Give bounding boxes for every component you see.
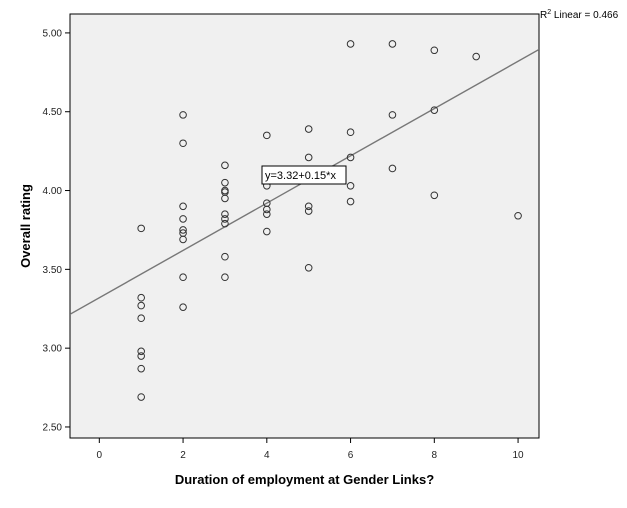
data-point — [263, 205, 271, 214]
x-tick-label: 0 — [97, 450, 103, 461]
data-point — [263, 131, 271, 140]
data-point — [304, 263, 313, 272]
data-point — [388, 164, 397, 173]
data-point — [137, 224, 145, 233]
data-point — [179, 111, 187, 119]
data-point — [137, 314, 145, 323]
data-point — [221, 215, 229, 223]
x-tick-label: 8 — [432, 450, 438, 461]
x-tick-label: 4 — [264, 450, 270, 461]
data-point — [179, 202, 187, 211]
data-point — [346, 182, 355, 190]
data-point — [137, 352, 145, 360]
data-point — [346, 40, 355, 48]
data-point — [137, 347, 145, 356]
r-squared-label: R2 Linear = 0.466 — [540, 9, 619, 21]
data-point — [304, 207, 313, 215]
data-point — [179, 139, 187, 148]
fit-equation: y=3.32+0.15*x — [261, 165, 347, 185]
y-tick-label: 4.50 — [43, 107, 63, 118]
data-point — [346, 128, 355, 137]
y-tick-label: 2.50 — [43, 422, 63, 433]
data-point — [221, 178, 229, 187]
data-point — [221, 194, 229, 203]
y-tick-label: 4.00 — [43, 186, 63, 197]
y-tick-label: 5.00 — [43, 28, 63, 39]
plot-area — [69, 13, 540, 439]
data-point — [179, 235, 187, 244]
data-point — [388, 111, 397, 119]
data-point — [263, 210, 271, 218]
data-point — [346, 153, 355, 162]
data-point — [304, 125, 313, 133]
axis-ticks: 0 2 4 6 8 10 2.50 3.00 3.50 4.00 4.50 5.00 — [43, 28, 525, 461]
data-point — [137, 293, 145, 302]
data-point — [430, 46, 439, 55]
data-point — [137, 364, 145, 373]
y-tick-label: 3.00 — [43, 344, 63, 355]
x-tick-label: 10 — [513, 450, 525, 461]
data-point — [221, 252, 229, 261]
data-point — [472, 52, 480, 61]
data-point — [263, 227, 271, 236]
data-point — [179, 303, 187, 311]
y-tick-label: 3.50 — [43, 265, 63, 276]
data-point — [304, 202, 313, 211]
data-point — [430, 191, 439, 200]
data-point — [137, 393, 145, 401]
data-point — [179, 215, 187, 223]
data-point — [179, 226, 187, 234]
data-point — [221, 161, 229, 170]
data-point — [346, 197, 355, 206]
data-point — [304, 153, 313, 162]
data-point — [179, 273, 187, 282]
x-axis-title: Duration of employment at Gender Links? — [175, 472, 434, 487]
y-axis-title: Overall rating — [18, 184, 33, 268]
fit-equation-box — [261, 165, 347, 185]
x-tick-label: 2 — [180, 450, 186, 461]
data-point — [514, 211, 522, 220]
data-point — [137, 301, 145, 310]
data-point — [221, 219, 229, 228]
data-point — [388, 40, 397, 48]
x-tick-label: 6 — [348, 450, 354, 461]
data-point — [221, 273, 229, 282]
data-point — [430, 106, 439, 114]
data-point — [221, 210, 229, 218]
fit-equation-label: y=3.32+0.15*x — [265, 170, 336, 182]
